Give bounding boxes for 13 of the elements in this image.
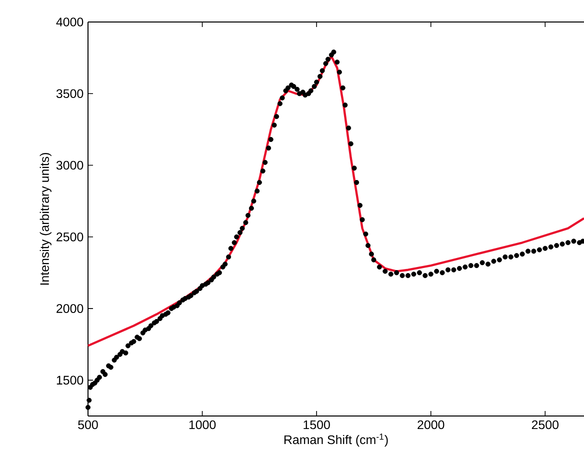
y-tick-label: 2000	[56, 304, 84, 313]
x-tick-label: 1000	[189, 420, 216, 430]
x-tick-label: 2000	[418, 420, 444, 430]
y-tick-label: 3000	[56, 160, 84, 170]
y-tick-label: 3500	[56, 89, 84, 98]
x-tick-label: 2500	[532, 420, 559, 430]
y-tick-label: 2500	[56, 232, 84, 242]
x-tick-label: 1500	[304, 420, 330, 430]
y-tick-label: 1500	[56, 376, 84, 385]
y-tick-label: 4000	[56, 18, 84, 26]
y-axis-title: Intensity (arbitrary units)	[40, 153, 52, 285]
x-tick-label: 500	[78, 420, 98, 430]
x-axis-title: Raman Shift (cm$^{-1}$)	[284, 434, 388, 447]
